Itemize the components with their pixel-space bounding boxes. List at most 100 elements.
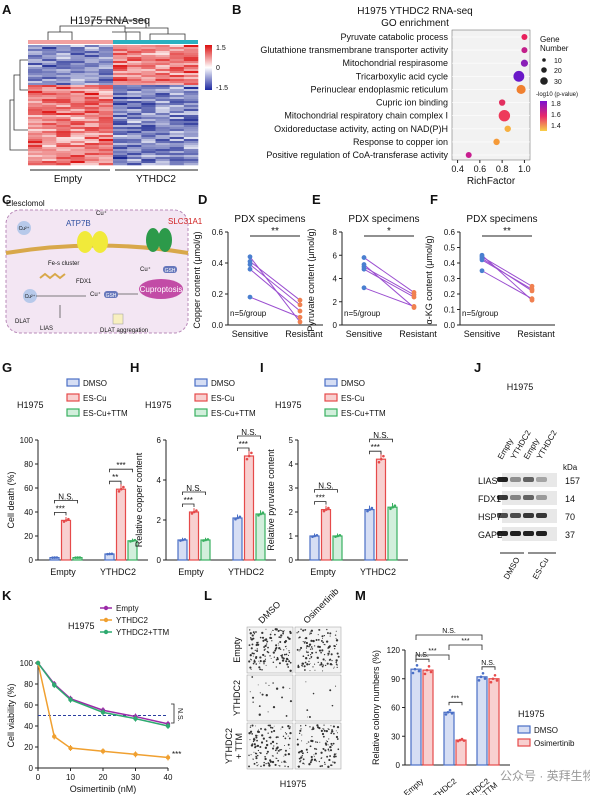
legend-label: DMSO [211,379,235,388]
heatmap-cell [127,123,142,126]
replicate-point [448,708,452,712]
x-tick-label: 40 [164,773,173,782]
heatmap-cell [113,161,128,164]
heatmap-cell [155,61,170,64]
heatmap-cell [183,99,199,102]
heatmap-cell [98,69,114,72]
resistant-point [297,297,303,303]
heatmap-cell [42,149,57,152]
legend-label: DMSO [341,379,365,388]
heatmap-cell [56,111,71,114]
heatmap-cell [98,163,114,166]
heatmap-cell [113,117,128,120]
go-plot-area [451,29,531,161]
blot-band [523,477,534,482]
heatmap-cell [141,115,156,118]
go-dot [520,59,529,67]
sensitive-point [247,254,253,260]
heatmap-cell [84,149,100,152]
dlat-agg-box [112,313,124,325]
blot-band [510,513,521,518]
heatmap-cell [84,141,100,144]
heatmap-cell [28,121,43,124]
blot-band [510,495,521,500]
heatmap-cell [28,163,43,166]
panel-label-a: A [2,2,12,17]
x-tick-label: 10 [66,773,75,782]
size-legend-title: Gene [540,35,560,44]
heatmap-cell [127,75,142,78]
legend-label: DMSO [83,379,107,388]
heatmap-cell [141,103,156,106]
heatmap-cell [155,131,170,134]
heatmap-cell [42,105,57,108]
pair-line [249,264,301,306]
heatmap-cell [183,45,199,48]
go-subtitle: GO enrichment [381,18,449,29]
heatmap-cell [169,119,185,122]
heatmap-cell [155,139,170,142]
heatmap-cell [42,157,57,160]
heatmap-cell [28,103,43,106]
heatmap-cell [70,133,85,136]
x-tick-label: 20 [99,773,108,782]
heatmap-cell [155,125,170,128]
heatmap-cell [141,63,156,66]
scale-tick: 1.5 [216,45,226,52]
heatmap-cell [98,57,114,60]
heatmap-cell [42,127,57,130]
y-tick-label: 0 [333,321,338,330]
replicate-point [315,533,319,537]
heatmap-cell [169,149,185,152]
heatmap-cell [84,57,100,60]
replicate-point [257,514,260,517]
y-axis-label: Relative pyruvate content [266,449,276,551]
replicate-point [183,538,187,541]
heatmap-cell [169,137,185,140]
heatmap-cell [155,53,170,56]
heatmap-cell [56,129,71,132]
replicate-point [483,677,487,680]
heatmap-cell [70,51,85,54]
heatmap-cell [28,87,43,90]
heatmap-cell [155,157,170,160]
heatmap-cell [56,67,71,70]
heatmap-cell [42,119,57,122]
kda-value: 157 [565,476,580,486]
y-tick-label: 100 [20,659,34,668]
heatmap-cell [98,109,114,112]
heatmap-cell [155,123,170,126]
y-tick-label: 20 [24,743,33,752]
bar [232,517,243,561]
pair-line [249,296,301,318]
sig-bracket [182,491,206,495]
heatmap-cell [183,57,199,60]
x-cat-label: Sensitive [464,329,501,339]
pair-line [481,254,533,301]
heatmap-cell [98,59,114,62]
heatmap-cell [56,141,71,144]
legend-label: YTHDC2+TTM [116,628,169,637]
replicate-point [411,671,415,675]
heatmap-cell [56,63,71,66]
heatmap-cell [155,151,170,154]
y-axis-label: Pyruvate content (μmol/g) [306,228,316,331]
heatmap-cell [155,141,170,144]
dlat-label: DLAT [15,319,30,325]
heatmap-cell [56,163,71,166]
sig-label: N.S. [373,431,389,440]
heatmap-cell [127,53,142,56]
y-axis-label: α-KG content (μmol/g) [424,236,434,325]
legend-swatch [517,738,531,747]
heatmap-cell [42,91,57,94]
heatmap-cell [141,79,156,82]
heatmap-cell [28,141,43,144]
heatmap-cell [84,151,100,154]
heatmap-cell [28,119,43,122]
row-label: Empty [232,637,242,663]
legend-swatch [66,408,80,417]
heatmap-cell [127,57,142,60]
heatmap-cell [84,95,100,98]
heatmap-cell [183,113,199,116]
heatmap-cell [84,51,100,54]
